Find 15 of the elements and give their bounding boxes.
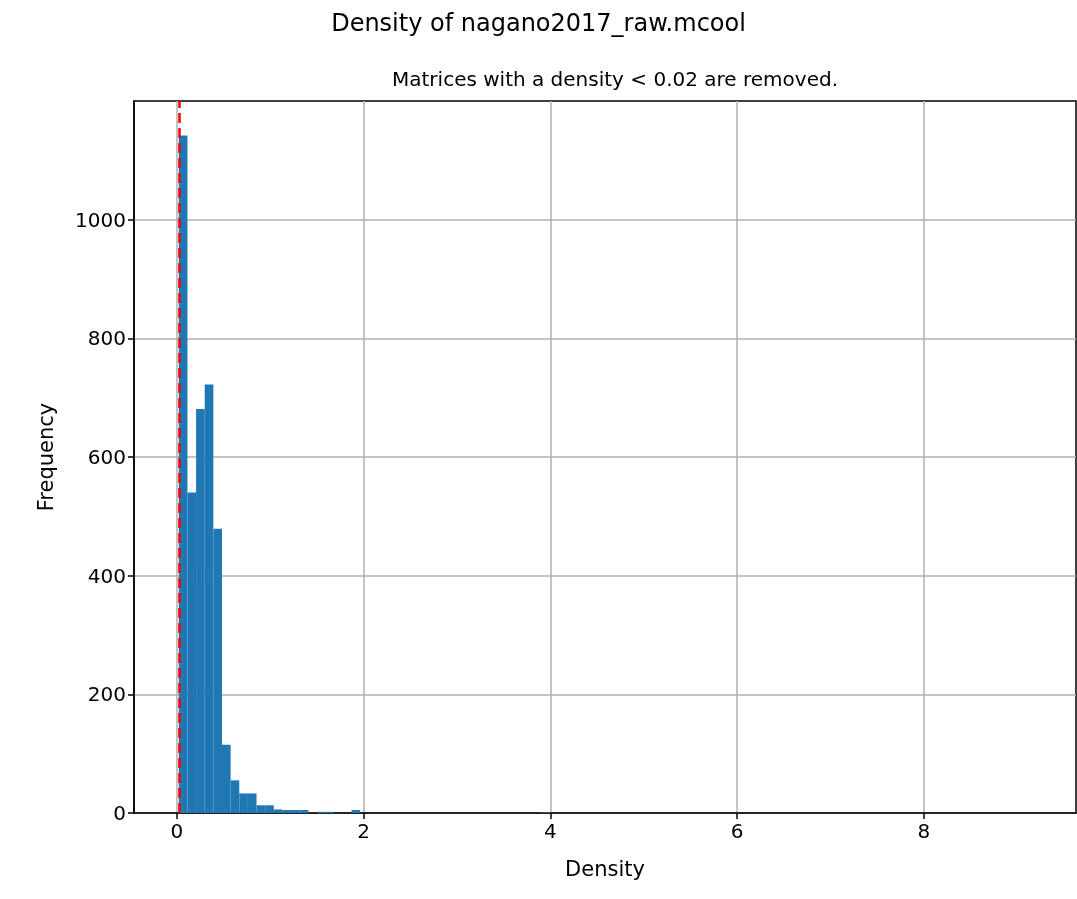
x-tick-label: 4 [544,819,557,843]
chart-title: Density of nagano2017_raw.mcool [331,9,746,37]
x-tick-label: 2 [357,819,371,843]
y-tick-label: 200 [87,682,126,707]
x-tick-label: 0 [170,819,184,843]
y-axis-title: Frequency [33,402,58,512]
x-tick-label: 6 [730,819,744,843]
y-tick-label: 1000 [75,207,126,232]
y-tick-label: 800 [87,326,126,351]
chart-subtitle: Matrices with a density < 0.02 are removed. [391,67,839,91]
y-tick-label: 400 [87,563,126,588]
y-tick-label: 0 [113,801,126,825]
y-tick-label: 600 [87,445,126,469]
x-axis-title: Density [565,856,645,881]
x-tick-label: 8 [917,819,931,843]
